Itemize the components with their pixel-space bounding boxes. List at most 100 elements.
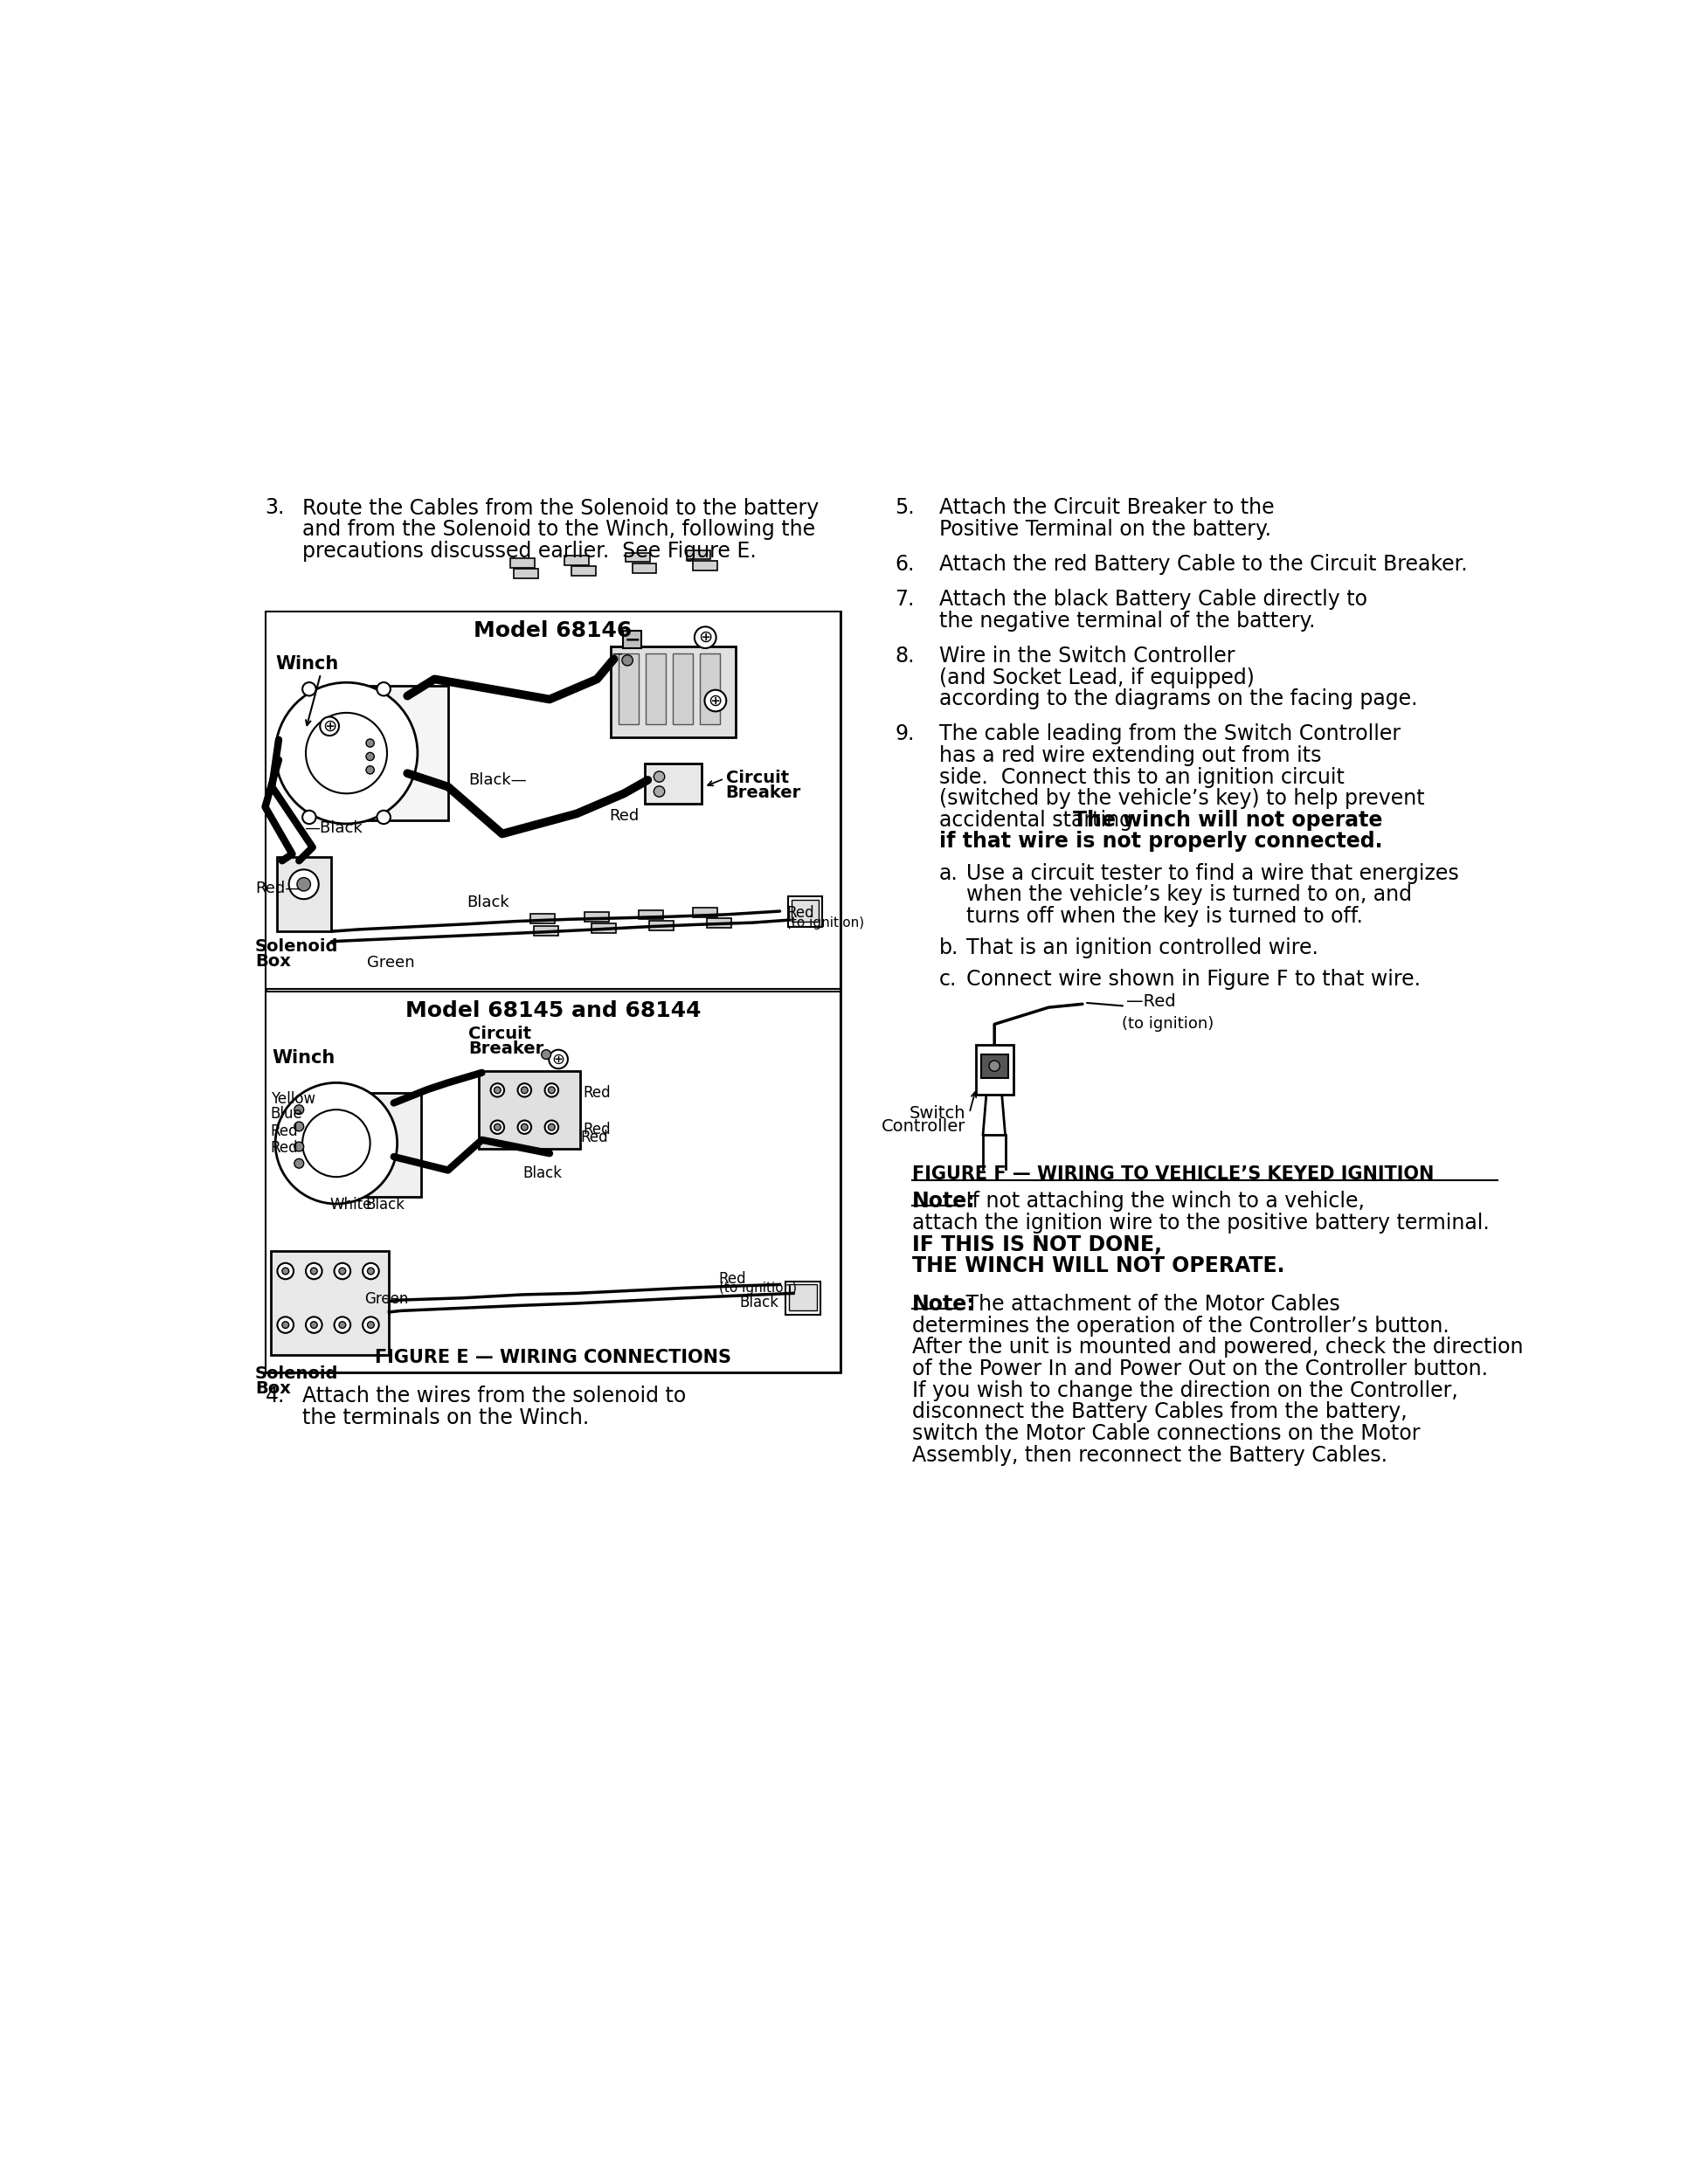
Text: Attach the wires from the solenoid to: Attach the wires from the solenoid to (302, 1385, 687, 1406)
Circle shape (366, 767, 375, 773)
Text: when the vehicle’s key is turned to on, and: when the vehicle’s key is turned to on, … (966, 885, 1411, 904)
Text: Connect wire shown in Figure F to that wire.: Connect wire shown in Figure F to that w… (966, 970, 1420, 989)
Text: Black: Black (468, 895, 510, 911)
Text: The winch will not operate: The winch will not operate (1074, 810, 1382, 830)
Text: Red: Red (584, 1123, 611, 1138)
FancyBboxPatch shape (633, 563, 657, 572)
Text: if that wire is not properly connected.: if that wire is not properly connected. (939, 832, 1382, 852)
Circle shape (366, 738, 375, 747)
Text: Controller: Controller (881, 1118, 966, 1136)
Text: Attach the black Battery Cable directly to: Attach the black Battery Cable directly … (939, 590, 1367, 609)
Circle shape (282, 1267, 289, 1275)
Text: Red—: Red— (255, 880, 300, 898)
FancyBboxPatch shape (694, 561, 717, 570)
Circle shape (294, 1160, 304, 1168)
Circle shape (363, 1262, 378, 1280)
Circle shape (289, 869, 319, 900)
FancyBboxPatch shape (687, 550, 711, 559)
FancyBboxPatch shape (976, 1044, 1013, 1094)
Circle shape (339, 1321, 346, 1328)
FancyBboxPatch shape (981, 1055, 1008, 1079)
FancyBboxPatch shape (584, 913, 609, 922)
FancyBboxPatch shape (360, 686, 447, 821)
Text: Use a circuit tester to find a wire that energizes: Use a circuit tester to find a wire that… (966, 863, 1458, 885)
Text: —Red: —Red (1126, 994, 1177, 1009)
Text: Circuit: Circuit (468, 1026, 532, 1042)
Text: Model 68146: Model 68146 (474, 620, 631, 640)
FancyBboxPatch shape (513, 568, 538, 579)
Circle shape (518, 1083, 532, 1096)
FancyBboxPatch shape (647, 653, 667, 725)
Text: 4.: 4. (265, 1385, 285, 1406)
Circle shape (549, 1051, 567, 1068)
FancyBboxPatch shape (645, 762, 702, 804)
Text: Solenoid: Solenoid (255, 939, 338, 954)
Circle shape (339, 1267, 346, 1275)
Text: Black: Black (365, 1197, 405, 1212)
Circle shape (368, 1267, 375, 1275)
Text: ⊕: ⊕ (709, 692, 722, 710)
Circle shape (297, 878, 311, 891)
FancyBboxPatch shape (788, 895, 822, 926)
Circle shape (275, 681, 417, 823)
Text: Note:: Note: (912, 1190, 976, 1212)
FancyBboxPatch shape (694, 909, 717, 917)
Circle shape (704, 690, 726, 712)
Circle shape (376, 681, 390, 697)
Text: After the unit is mounted and powered, check the direction: After the unit is mounted and powered, c… (912, 1337, 1523, 1358)
Circle shape (545, 1083, 559, 1096)
Text: That is an ignition controlled wire.: That is an ignition controlled wire. (966, 937, 1318, 959)
Circle shape (653, 786, 665, 797)
Text: Solenoid: Solenoid (255, 1365, 338, 1382)
Text: 6.: 6. (895, 555, 915, 574)
FancyBboxPatch shape (611, 646, 736, 738)
Text: Attach the red Battery Cable to the Circuit Breaker.: Attach the red Battery Cable to the Circ… (939, 555, 1467, 574)
Text: IF THIS IS NOT DONE,: IF THIS IS NOT DONE, (912, 1234, 1161, 1256)
Text: 3.: 3. (265, 498, 285, 518)
Text: Black: Black (523, 1166, 562, 1182)
Circle shape (334, 1262, 351, 1280)
FancyBboxPatch shape (640, 911, 663, 919)
Circle shape (294, 1142, 304, 1151)
Text: Model 68145 and 68144: Model 68145 and 68144 (405, 1000, 701, 1020)
Text: The cable leading from the Switch Controller: The cable leading from the Switch Contro… (939, 723, 1401, 745)
Text: (to ignition): (to ignition) (1123, 1016, 1214, 1031)
Circle shape (491, 1120, 505, 1133)
Text: disconnect the Battery Cables from the battery,: disconnect the Battery Cables from the b… (912, 1402, 1406, 1422)
Text: Red: Red (719, 1271, 746, 1286)
Text: Breaker: Breaker (726, 784, 802, 802)
FancyBboxPatch shape (707, 917, 731, 928)
Text: Black—: Black— (468, 771, 527, 788)
Circle shape (653, 771, 665, 782)
Text: turns off when the key is turned to off.: turns off when the key is turned to off. (966, 906, 1362, 926)
Text: If not attaching the winch to a vehicle,: If not attaching the winch to a vehicle, (959, 1190, 1364, 1212)
Text: Red: Red (584, 1085, 611, 1101)
Text: precautions discussed earlier.  See Figure E.: precautions discussed earlier. See Figur… (302, 542, 756, 561)
Text: 5.: 5. (895, 498, 915, 518)
Text: of the Power In and Power Out on the Controller button.: of the Power In and Power Out on the Con… (912, 1358, 1487, 1380)
Circle shape (311, 1267, 317, 1275)
Text: ⊕: ⊕ (322, 719, 336, 734)
Circle shape (306, 1262, 322, 1280)
Circle shape (549, 1088, 555, 1094)
Text: c.: c. (939, 970, 957, 989)
FancyBboxPatch shape (270, 1251, 388, 1354)
Text: Box: Box (255, 1380, 290, 1396)
FancyBboxPatch shape (785, 1282, 820, 1315)
Circle shape (522, 1125, 528, 1131)
Text: Assembly, then reconnect the Battery Cables.: Assembly, then reconnect the Battery Cab… (912, 1444, 1388, 1465)
Text: Attach the Circuit Breaker to the: Attach the Circuit Breaker to the (939, 498, 1274, 518)
Text: b.: b. (939, 937, 959, 959)
Text: Red: Red (270, 1123, 299, 1138)
Circle shape (277, 1262, 294, 1280)
FancyBboxPatch shape (277, 858, 331, 930)
Text: Note:: Note: (912, 1293, 976, 1315)
Text: (and Socket Lead, if equipped): (and Socket Lead, if equipped) (939, 666, 1254, 688)
Circle shape (366, 753, 375, 760)
FancyBboxPatch shape (623, 631, 641, 649)
FancyBboxPatch shape (533, 926, 559, 935)
Circle shape (311, 1321, 317, 1328)
Text: −: − (611, 646, 623, 662)
Text: FIGURE F — WIRING TO VEHICLE’S KEYED IGNITION: FIGURE F — WIRING TO VEHICLE’S KEYED IGN… (912, 1166, 1433, 1184)
Circle shape (542, 1051, 550, 1059)
